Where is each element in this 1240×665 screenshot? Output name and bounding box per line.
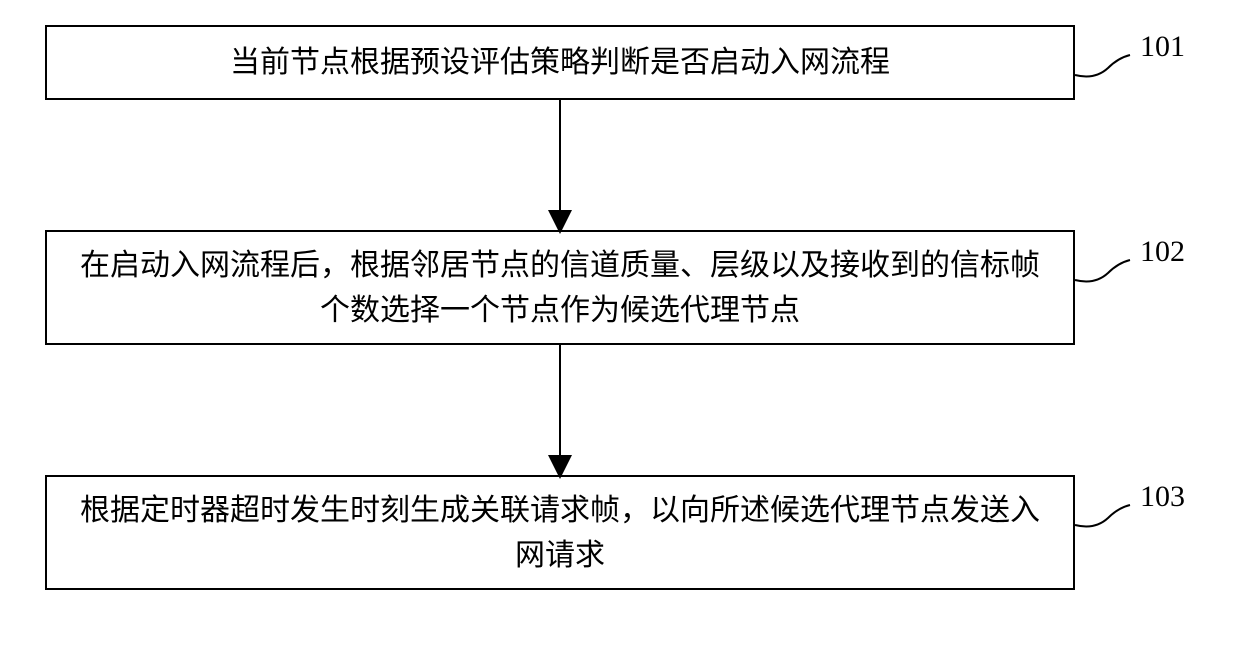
step-label-103: 103: [1140, 480, 1185, 514]
step-label-101: 101: [1140, 30, 1185, 64]
node-102-text: 在启动入网流程后，根据邻居节点的信道质量、层级以及接收到的信标帧个数选择一个节点…: [67, 243, 1053, 333]
node-103-text: 根据定时器超时发生时刻生成关联请求帧，以向所述候选代理节点发送入网请求: [67, 488, 1053, 578]
flowchart-node-102: 在启动入网流程后，根据邻居节点的信道质量、层级以及接收到的信标帧个数选择一个节点…: [45, 230, 1075, 345]
step-label-102: 102: [1140, 235, 1185, 269]
flowchart-node-103: 根据定时器超时发生时刻生成关联请求帧，以向所述候选代理节点发送入网请求: [45, 475, 1075, 590]
flowchart-container: 当前节点根据预设评估策略判断是否启动入网流程 101 在启动入网流程后，根据邻居…: [0, 0, 1240, 665]
node-101-text: 当前节点根据预设评估策略判断是否启动入网流程: [230, 40, 890, 85]
flowchart-node-101: 当前节点根据预设评估策略判断是否启动入网流程: [45, 25, 1075, 100]
